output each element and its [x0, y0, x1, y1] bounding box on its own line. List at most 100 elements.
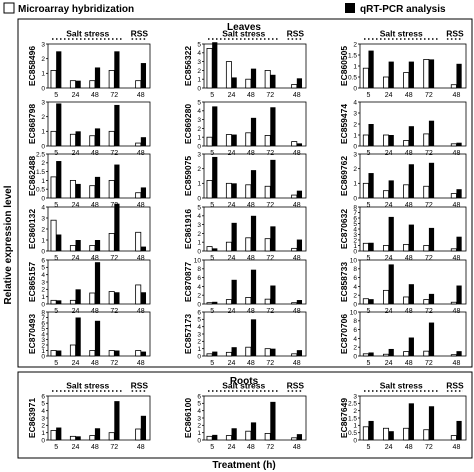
- bar-microarray: [225, 134, 232, 147]
- bar-qrt-pcr: [296, 143, 303, 146]
- y-tick-label: 4: [41, 331, 45, 338]
- bar-qrt-pcr: [408, 403, 414, 440]
- bar-microarray: [135, 231, 142, 252]
- y-tick-label: 2: [353, 293, 357, 300]
- x-tick-label: 72: [425, 255, 433, 262]
- bar-qrt-pcr: [456, 351, 462, 356]
- y-tick-label: 0: [197, 195, 201, 202]
- bar-qrt-pcr: [212, 106, 218, 146]
- y-tick-label: 10: [350, 257, 358, 264]
- bar-microarray: [135, 284, 142, 305]
- bar-qrt-pcr: [140, 351, 147, 356]
- x-tick-label: 72: [266, 202, 274, 209]
- bar-qrt-pcr: [212, 248, 218, 251]
- x-tick-label: 48: [91, 92, 99, 99]
- y-tick-label: 4: [353, 336, 357, 343]
- bar-microarray: [291, 353, 298, 357]
- bar-qrt-pcr: [428, 227, 435, 251]
- y-tick-label: 2: [41, 114, 45, 121]
- rss-label: RSS: [131, 29, 149, 39]
- legend-microarray-label: Microarray hybridization: [18, 4, 134, 15]
- x-tick-label: 24: [385, 202, 393, 209]
- x-tick-label: 5: [54, 444, 58, 451]
- y-tick-label: 6: [353, 327, 357, 334]
- x-tick-label: 48: [453, 308, 461, 315]
- y-tick-label: 2: [41, 342, 45, 349]
- y-axis-title: Relative expression level: [3, 185, 14, 304]
- x-tick-label: 24: [72, 255, 80, 262]
- bar-microarray: [108, 179, 115, 199]
- rss-label: RSS: [446, 381, 464, 391]
- bar-qrt-pcr: [296, 300, 303, 304]
- x-tick-label: 48: [453, 92, 461, 99]
- x-tick-label: 5: [367, 308, 371, 315]
- x-tick-label: 5: [54, 202, 58, 209]
- bar-microarray: [135, 80, 142, 89]
- y-tick-label: 6: [41, 257, 45, 264]
- legend-qrt-label: qRT-PCR analysis: [360, 4, 446, 15]
- x-tick-label: 5: [54, 308, 58, 315]
- y-tick-label: 3: [197, 117, 201, 124]
- bar-qrt-pcr: [408, 126, 414, 146]
- x-tick-label: 72: [110, 150, 118, 157]
- x-tick-label: 48: [137, 444, 145, 451]
- x-tick-label: 48: [405, 150, 413, 157]
- x-tick-label: 48: [247, 92, 255, 99]
- bar-microarray: [135, 350, 142, 357]
- x-tick-label: 48: [247, 202, 255, 209]
- bar-qrt-pcr: [388, 264, 394, 304]
- bar-qrt-pcr: [456, 63, 462, 88]
- bar-qrt-pcr: [250, 422, 257, 440]
- gene-label: EC861916: [183, 209, 193, 249]
- y-tick-label: 5: [197, 317, 201, 324]
- bar-microarray: [89, 350, 96, 357]
- x-tick-label: 5: [367, 255, 371, 262]
- bar-microarray: [423, 299, 430, 305]
- bar-qrt-pcr: [94, 176, 101, 198]
- y-tick-label: 2: [41, 287, 45, 294]
- gene-label: EC870632: [339, 209, 349, 249]
- bar-qrt-pcr: [368, 299, 374, 304]
- bar-qrt-pcr: [114, 401, 120, 440]
- y-tick-label: 0: [353, 353, 357, 360]
- y-tick-label: 4: [197, 50, 201, 57]
- x-tick-label: 48: [293, 308, 301, 315]
- y-tick-label: 1.5: [36, 169, 45, 176]
- gene-label: EC859474: [339, 104, 349, 144]
- y-tick-label: 0.5: [36, 187, 45, 194]
- gene-label: EC860505: [339, 46, 349, 86]
- x-tick-label: 48: [293, 150, 301, 157]
- roots-section-label: Roots: [230, 376, 259, 387]
- salt-stress-label: Salt stress: [222, 29, 265, 39]
- bar-qrt-pcr: [270, 107, 276, 146]
- bar-qrt-pcr: [140, 415, 147, 440]
- y-tick-label: 8: [353, 204, 357, 211]
- gene-label: EC870493: [27, 314, 37, 354]
- y-tick-label: 8: [353, 266, 357, 273]
- x-tick-label: 48: [293, 92, 301, 99]
- bar-microarray: [89, 245, 96, 252]
- bar-qrt-pcr: [94, 67, 101, 88]
- bar-microarray: [89, 435, 96, 441]
- chart-panel-EC862488: EC862488 00.5 1 1.5 2 2.5 5 24 48 72 48: [27, 151, 151, 209]
- bar-qrt-pcr: [56, 234, 62, 251]
- bar-microarray: [206, 353, 213, 357]
- bar-microarray: [362, 353, 369, 357]
- y-tick-label: 2: [41, 226, 45, 233]
- salt-stress-label: Salt stress: [66, 29, 109, 39]
- x-tick-label: 24: [72, 202, 80, 209]
- x-tick-label: 5: [210, 255, 214, 262]
- bar-microarray: [403, 72, 410, 89]
- x-tick-label: 24: [228, 255, 236, 262]
- x-tick-label: 24: [228, 308, 236, 315]
- bar-qrt-pcr: [388, 135, 394, 146]
- y-tick-label: 7: [41, 315, 45, 322]
- bar-microarray: [108, 130, 115, 147]
- x-tick-label: 48: [137, 92, 145, 99]
- x-tick-label: 72: [425, 308, 433, 315]
- x-tick-label: 24: [72, 92, 80, 99]
